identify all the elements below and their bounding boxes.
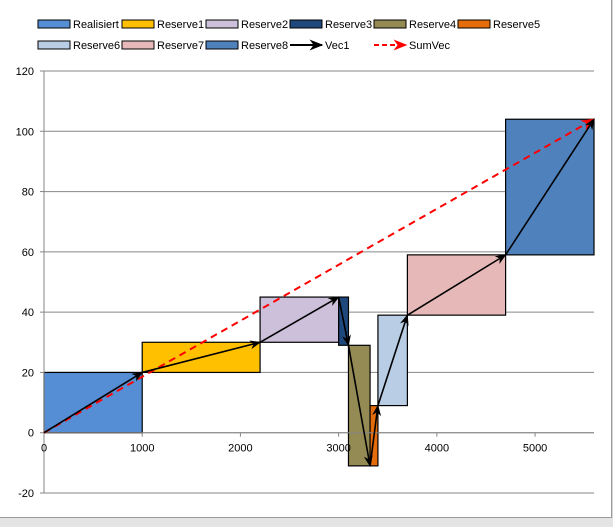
- window-bottom-strip: [0, 518, 613, 527]
- vec1-segment-7: [377, 314, 409, 406]
- y-tick-label-40: 40: [22, 307, 34, 319]
- legend-label-reserve3: Reserve3: [325, 19, 372, 31]
- legend-label-reserve4: Reserve4: [409, 19, 456, 31]
- legend-swatch-reserve7: [121, 40, 155, 50]
- y-tick-label-0: 0: [28, 428, 34, 440]
- vectors: [43, 118, 596, 467]
- y-tick-label-80: 80: [22, 187, 34, 199]
- legend-label-vec1: Vec1: [325, 40, 349, 52]
- y-tick-label--20: -20: [18, 488, 34, 500]
- y-tick-label-20: 20: [22, 367, 34, 379]
- legend-swatch-reserve6: [37, 40, 71, 50]
- y-tick-label-100: 100: [16, 126, 34, 138]
- chart-svg: Realisiert Reserve1 Reserve2 Reserve3 Reserv…: [16, 19, 596, 500]
- legend-label-reserve5: Reserve5: [493, 19, 540, 31]
- x-tick-label-1000: 1000: [130, 443, 154, 455]
- x-tick-label-2000: 2000: [228, 443, 252, 455]
- legend-swatch-reserve5: [457, 19, 491, 29]
- legend-swatch-reserve3: [289, 19, 323, 29]
- tick-labels: -20 0 20 40 60 80 100 120 0 1000 2000 3000 4000 5000: [16, 66, 548, 500]
- boxes: [43, 118, 595, 467]
- legend-swatch-reserve8: [205, 40, 239, 50]
- vec1-segment-8: [406, 254, 507, 316]
- vec1-segment-4: [337, 296, 351, 347]
- y-tick-label-60: 60: [22, 247, 34, 259]
- x-tick-label-0: 0: [41, 443, 47, 455]
- legend-swatch-reserve1: [121, 19, 155, 29]
- legend-label-reserve2: Reserve2: [241, 19, 288, 31]
- vec1-segment-1: [43, 371, 144, 434]
- y-tick-label-120: 120: [16, 66, 34, 78]
- legend-label-reserve8: Reserve8: [241, 40, 288, 52]
- vec1-segment-2: [142, 340, 262, 374]
- legend-label-sumvec: SumVec: [409, 40, 450, 52]
- sumvec-arrow: [43, 118, 596, 434]
- legend-label-reserve6: Reserve6: [73, 40, 120, 52]
- x-tick-label-3000: 3000: [326, 443, 350, 455]
- x-tick-label-5000: 5000: [523, 443, 547, 455]
- x-tick-label-4000: 4000: [425, 443, 449, 455]
- legend-label-reserve7: Reserve7: [157, 40, 204, 52]
- vec1-segment-5: [347, 345, 373, 467]
- legend-label-reserve1: Reserve1: [157, 19, 204, 31]
- vec1-segment-9: [504, 118, 595, 256]
- legend-swatch-realisiert: [37, 19, 71, 29]
- legend-label-realisiert: Realisiert: [73, 19, 119, 31]
- vec1-segment-3: [259, 296, 340, 343]
- vec1-segment-6: [369, 404, 382, 466]
- axes: [40, 70, 594, 494]
- legend-swatch-reserve2: [205, 19, 239, 29]
- legend: Realisiert Reserve1 Reserve2 Reserve3 Reserv…: [37, 19, 540, 52]
- legend-swatch-reserve4: [373, 19, 407, 29]
